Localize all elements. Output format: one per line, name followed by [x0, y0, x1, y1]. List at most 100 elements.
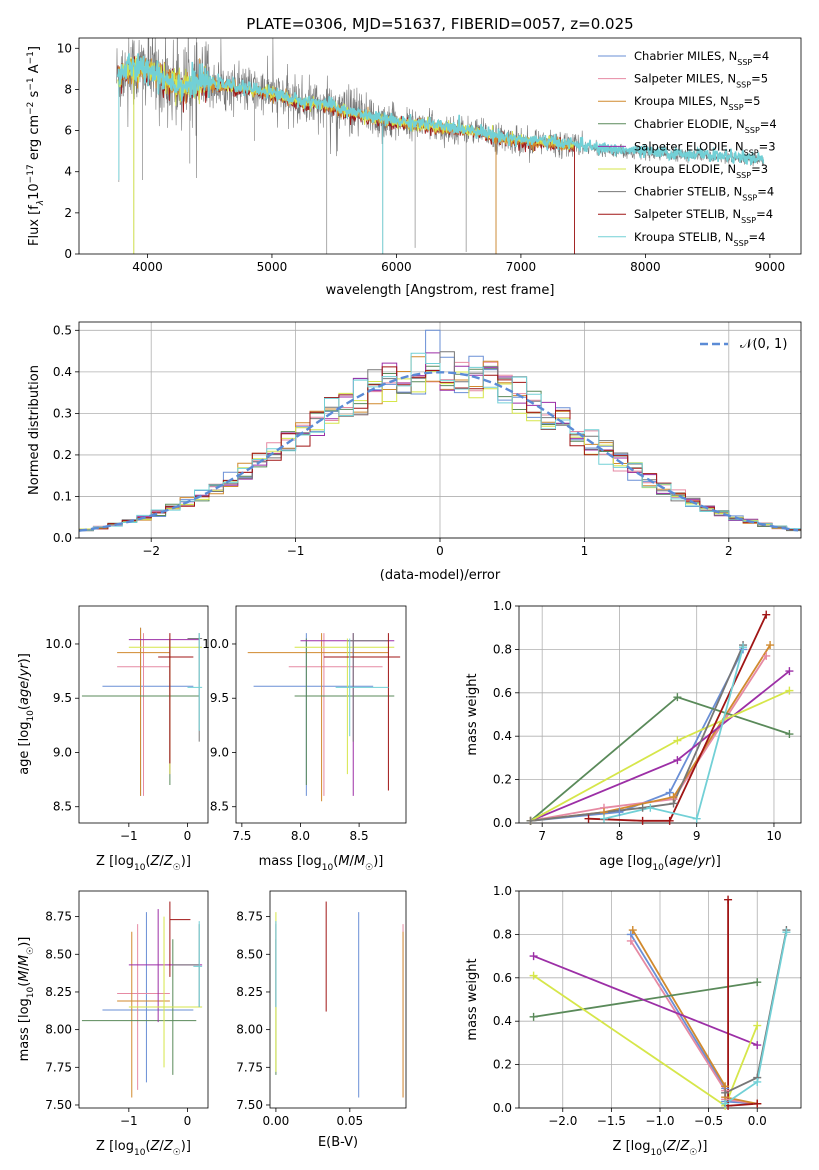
legend-eq: =4 [757, 185, 774, 199]
axes-border [235, 605, 407, 824]
data-point-marker [753, 978, 762, 987]
legend-label: Salpeter STELIB, NSSP=4 [634, 207, 773, 225]
legend-sub: SSP [744, 148, 759, 157]
label-part: M [17, 955, 32, 966]
y-tick-label: 8.75 [45, 910, 72, 924]
figure-title: PLATE=0306, MJD=51637, FIBERID=0057, z=0… [246, 15, 633, 33]
label-part: 10 [134, 1148, 146, 1158]
legend-text: Chabrier STELIB, N [634, 185, 742, 199]
label-part: / [676, 1139, 681, 1154]
y-tick-label: 8.00 [236, 1023, 263, 1037]
label-part: A [27, 64, 42, 77]
legend-sub: SSP [736, 80, 751, 89]
legend-text: Salpeter MILES, N [634, 72, 736, 86]
label-part: ☉ [173, 863, 181, 873]
x-tick-label: 10 [766, 829, 781, 843]
y-axis-label: mass weight [465, 958, 480, 1040]
y-tick-label: 8.50 [236, 947, 263, 961]
y-axis-label: mass [log10(M/M☉)] [17, 937, 36, 1062]
data-point-marker [628, 926, 637, 935]
y-tick-label: 0.3 [53, 406, 72, 420]
y-axis-label: Normed distribution [27, 365, 42, 495]
y-tick-label: 10.0 [202, 637, 229, 651]
x-tick-label: 0 [184, 1114, 192, 1128]
plot-area [275, 901, 404, 1098]
label-part: ☉ [365, 863, 373, 873]
series-line [530, 655, 767, 822]
y-tick-label: 0.4 [493, 729, 512, 743]
series-line [530, 696, 790, 822]
legend-label: Salpeter MILES, NSSP=5 [634, 72, 768, 90]
data-point-marker [638, 816, 647, 825]
label-part: Z [666, 1139, 677, 1154]
label-part: / [159, 854, 164, 869]
label-part: ( [17, 982, 32, 987]
y-tick-label: 8.00 [45, 1023, 72, 1037]
y-tick-label: 9.5 [210, 691, 229, 705]
label-part: age [log [17, 722, 32, 775]
data-point-marker [526, 816, 535, 825]
label-part: mass [log [259, 854, 322, 869]
x-axis-label: (data-model)/error [380, 568, 501, 583]
label-part: 10 [26, 710, 36, 722]
y-tick-label: 6 [64, 124, 72, 138]
label-part: )] [373, 854, 383, 869]
label-part: −17 [26, 164, 36, 183]
label-part: / [159, 1139, 164, 1154]
label-part: ( [145, 1139, 150, 1154]
series-line [533, 981, 758, 1018]
data-point-marker [673, 693, 682, 702]
label-part: Z [150, 1139, 161, 1154]
plot-area [79, 329, 801, 532]
label-part: ☉ [26, 947, 36, 955]
axes-frame: −2 −1 0 1 2 0.0 0.1 0.2 0.3 0.4 0.5 (data-model)/er… [27, 321, 802, 583]
x-tick-label: 9000 [755, 260, 786, 274]
y-tick-label: 10 [57, 41, 72, 55]
label-part: M [17, 970, 32, 981]
data-point-marker [692, 814, 701, 823]
label-part: 10 [652, 863, 664, 873]
y-tick-label: 1.0 [493, 884, 512, 898]
series-line [533, 955, 758, 1046]
y-tick-label: 7.50 [236, 1098, 263, 1112]
label-part: ( [664, 854, 669, 869]
y-tick-label: 8.25 [236, 985, 263, 999]
y-tick-label: 0.0 [493, 1101, 512, 1115]
y-axis-label: Flux [fλ10−17 erg cm−2 s−1 A−1] [26, 46, 46, 246]
legend-eq: =4 [749, 230, 766, 244]
legend-eq: =4 [756, 207, 773, 221]
label-part: ] [27, 46, 42, 51]
data-point-marker [721, 1099, 730, 1108]
label-part: )] [17, 937, 32, 947]
y-tick-label: 8.5 [210, 800, 229, 814]
label-part: ( [662, 1139, 667, 1154]
y-tick-label: 2 [64, 206, 72, 220]
label-part: Z [679, 1139, 690, 1154]
label-part: ( [333, 854, 338, 869]
x-tick-label: 2 [725, 544, 733, 558]
legend-text: Salpeter ELODIE, N [634, 139, 744, 153]
x-tick-label: −2.0 [548, 1114, 577, 1128]
label-part: / [350, 854, 355, 869]
legend-label: Kroupa STELIB, NSSP=4 [634, 230, 765, 248]
legend-text: Kroupa MILES, N [634, 94, 729, 108]
x-axis-label: Z [log10(Z/Z☉)] [613, 1139, 708, 1158]
label-part: age [669, 854, 693, 869]
x-axis-label: E(B-V) [318, 1135, 358, 1150]
x-tick-label: 7000 [506, 260, 537, 274]
legend: 𝒩(0, 1) [700, 337, 787, 352]
label-part: Z [log [613, 1139, 651, 1154]
data-point-marker [753, 1077, 762, 1086]
label-part: )] [181, 1139, 191, 1154]
legend-text: Salpeter STELIB, N [634, 207, 741, 221]
data-point-marker [753, 1099, 762, 1108]
series-line [588, 614, 768, 822]
y-tick-label: 9.0 [53, 745, 72, 759]
x-tick-label: −1 [120, 1114, 138, 1128]
y-tick-label: 8.25 [45, 985, 72, 999]
x-tick-label: −1.0 [645, 1114, 674, 1128]
legend-text: Chabrier ELODIE, N [634, 117, 745, 131]
series-line [530, 670, 790, 822]
